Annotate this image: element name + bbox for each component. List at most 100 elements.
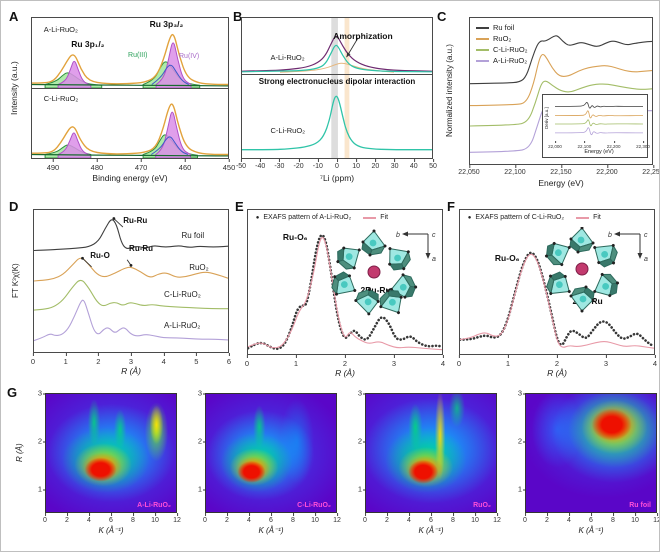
legend-label-ruo2: RuO₂ (493, 34, 512, 43)
tick-label: 1 (293, 355, 299, 368)
tick-label: 2 (554, 355, 560, 368)
tick-label: 6 (589, 513, 593, 524)
chart-svg (242, 18, 432, 74)
panel-e: E ● EXAFS pattern of A-Li-RuO₂ Fit Ru-O₆… (233, 199, 447, 387)
tick-label: 2 (385, 513, 389, 524)
inset-xlabel: Energy (eV) (584, 149, 614, 155)
annotation-ruo6: Ru-O₆ (282, 231, 308, 242)
tick-label: 4 (567, 513, 571, 524)
xps-chart-a-li (32, 18, 228, 88)
xps-subpanel-c-li (32, 88, 228, 158)
wavelet-plot-c-li-ruo2: C-Li-RuO₂ (205, 393, 337, 513)
panel-d-xticks: 0 1 2 3 4 5 6 (31, 353, 231, 366)
legend-swatch-fit (576, 216, 590, 219)
nmr-chart-c-li (242, 75, 432, 158)
panel-a-xlabel: Binding energy (eV) (92, 173, 168, 183)
wavelet-yticks-4: 3 2 1 (511, 389, 527, 513)
legend-label-c-li-ruo2: C-Li-RuO₂ (493, 45, 528, 54)
tick-label: 10 (311, 513, 319, 524)
tick-label: 4 (161, 353, 166, 366)
panel-e-xlabel: R (Å) (335, 368, 355, 378)
axes-indicator: b c a (608, 231, 648, 263)
annotation-2ruru: 2Ru-Ru (360, 284, 391, 295)
annotation-ru-o: Ru-O (90, 251, 110, 261)
tick-label: 30 (390, 159, 399, 170)
tick-label: 22,150 (550, 165, 572, 176)
component-label-ru3: Ru(III) (128, 51, 148, 59)
ytick: 3 (357, 388, 367, 398)
ytick: 3 (37, 388, 47, 398)
tick-label: 0 (244, 355, 250, 368)
wavelet-label-ruo2: RuO₂ (473, 502, 491, 509)
panel-c-ylabel: Normalized intensity (a.u.) (445, 44, 454, 138)
panel-f-plot: ● EXAFS pattern of C-Li-RuO₂ Fit Ru-O₆ 2… (459, 209, 655, 355)
axis-a-label: a (644, 256, 648, 263)
sample-label-a-li: A-Li-RuO₂ (270, 53, 305, 62)
tick-label: 2 (65, 513, 69, 524)
panel-d-xlabel: R (Å) (121, 366, 141, 376)
panel-a: A Intensity (a.u.) A-Li-RuO₂ Ru 3p₁/₂ Ru… (5, 5, 235, 199)
legend-label-ru-foil: Ru foil (493, 23, 515, 32)
nmr-subpanel-a-li (242, 18, 432, 74)
panel-e-xticks: 0 1 2 3 4 (244, 355, 445, 368)
tick-label: 10 (471, 513, 479, 524)
panel-c: C Normalized intensity (a.u.) Ru foil Ru… (437, 5, 659, 199)
chart-svg (32, 103, 228, 158)
legend-swatch-ru-foil (476, 26, 489, 29)
tick-label: 22,100 (504, 165, 526, 176)
axes-indicator: b c a (396, 231, 436, 263)
tick-label: 490 (46, 159, 60, 172)
panel-a-label: A (9, 9, 19, 24)
annotation-ru-ru-mid: Ru-Ru (129, 244, 154, 254)
annotation-ru-ru-top: Ru-Ru (123, 215, 148, 225)
panel-b: B Amorphization A-Li-RuO₂ Strong electro… (233, 5, 437, 199)
tick-label: 6 (109, 513, 113, 524)
sample-label-a-li: A-Li-RuO₂ (43, 25, 78, 34)
legend-label-data: EXAFS pattern of C-Li-RuO₂ (475, 214, 565, 222)
annotation-dipolar: Strong electronucleus dipolar interactio… (258, 76, 416, 86)
nmr-chart-a-li (242, 18, 432, 74)
legend-label-a-li-ruo2: A-Li-RuO₂ (493, 56, 528, 65)
ytick: 3 (517, 388, 527, 398)
ytick: 1 (357, 484, 367, 494)
tick-label: 2 (545, 513, 549, 524)
wavelet-label-ru-foil: Ru foil (629, 502, 651, 509)
tick-label: 1 (63, 353, 68, 366)
ytick: 2 (37, 436, 47, 446)
panel-b-plot: Amorphization A-Li-RuO₂ Strong electronu… (241, 17, 433, 159)
wavelet-yticks-2: 3 2 1 (191, 389, 207, 513)
ytick: 1 (37, 484, 47, 494)
panel-g: G R (Å) A-Li-RuO₂ 3 2 1 0 2 4 6 8 10 12 K (Å⁻¹… (5, 385, 659, 551)
panel-a-xticks: 490 480 470 460 450 (31, 159, 235, 172)
legend-swatch-c-li-ruo2 (476, 48, 489, 51)
tick-label: 2 (96, 353, 101, 366)
tick-label: 6 (429, 513, 433, 524)
panel-a-plot: A-Li-RuO₂ Ru 3p₁/₂ Ru 3p₃/₂ Ru(III) Ru(I… (31, 17, 229, 159)
tick-label: -40 (255, 159, 266, 170)
tick-label: 0 (335, 159, 339, 170)
wavelet-label-c-li-ruo2: C-Li-RuO₂ (297, 502, 331, 509)
panel-d-label: D (9, 199, 19, 214)
legend-label-data: EXAFS pattern of A-Li-RuO₂ (263, 214, 352, 222)
tick-label: 450 (222, 159, 236, 172)
ytick: 2 (357, 436, 367, 446)
tick-label: -50 (235, 159, 247, 170)
wavelet-plot-ru-foil: Ru foil (525, 393, 657, 513)
curve-label-a-li-ruo2: A-Li-RuO₂ (163, 320, 201, 330)
panel-b-label: B (233, 9, 243, 24)
wavelet-yticks-1: 3 2 1 (31, 389, 47, 513)
tick-label: 0 (363, 513, 367, 524)
nmr-subpanel-c-li (242, 74, 432, 158)
axis-c-label: c (644, 232, 648, 239)
panel-c-xlabel: Energy (eV) (538, 178, 584, 188)
panel-c-xticks: 22,050 22,100 22,150 22,200 22,250 (458, 165, 659, 177)
xps-subpanel-a-li (32, 18, 228, 88)
tick-label: 4 (407, 513, 411, 524)
tick-label: 460 (178, 159, 192, 172)
tick-label: 4 (87, 513, 91, 524)
tick-label: 480 (90, 159, 104, 172)
sample-label-c-li: C-Li-RuO₂ (270, 125, 306, 135)
tick-label: -10 (312, 159, 323, 170)
ytick: 3 (197, 388, 207, 398)
